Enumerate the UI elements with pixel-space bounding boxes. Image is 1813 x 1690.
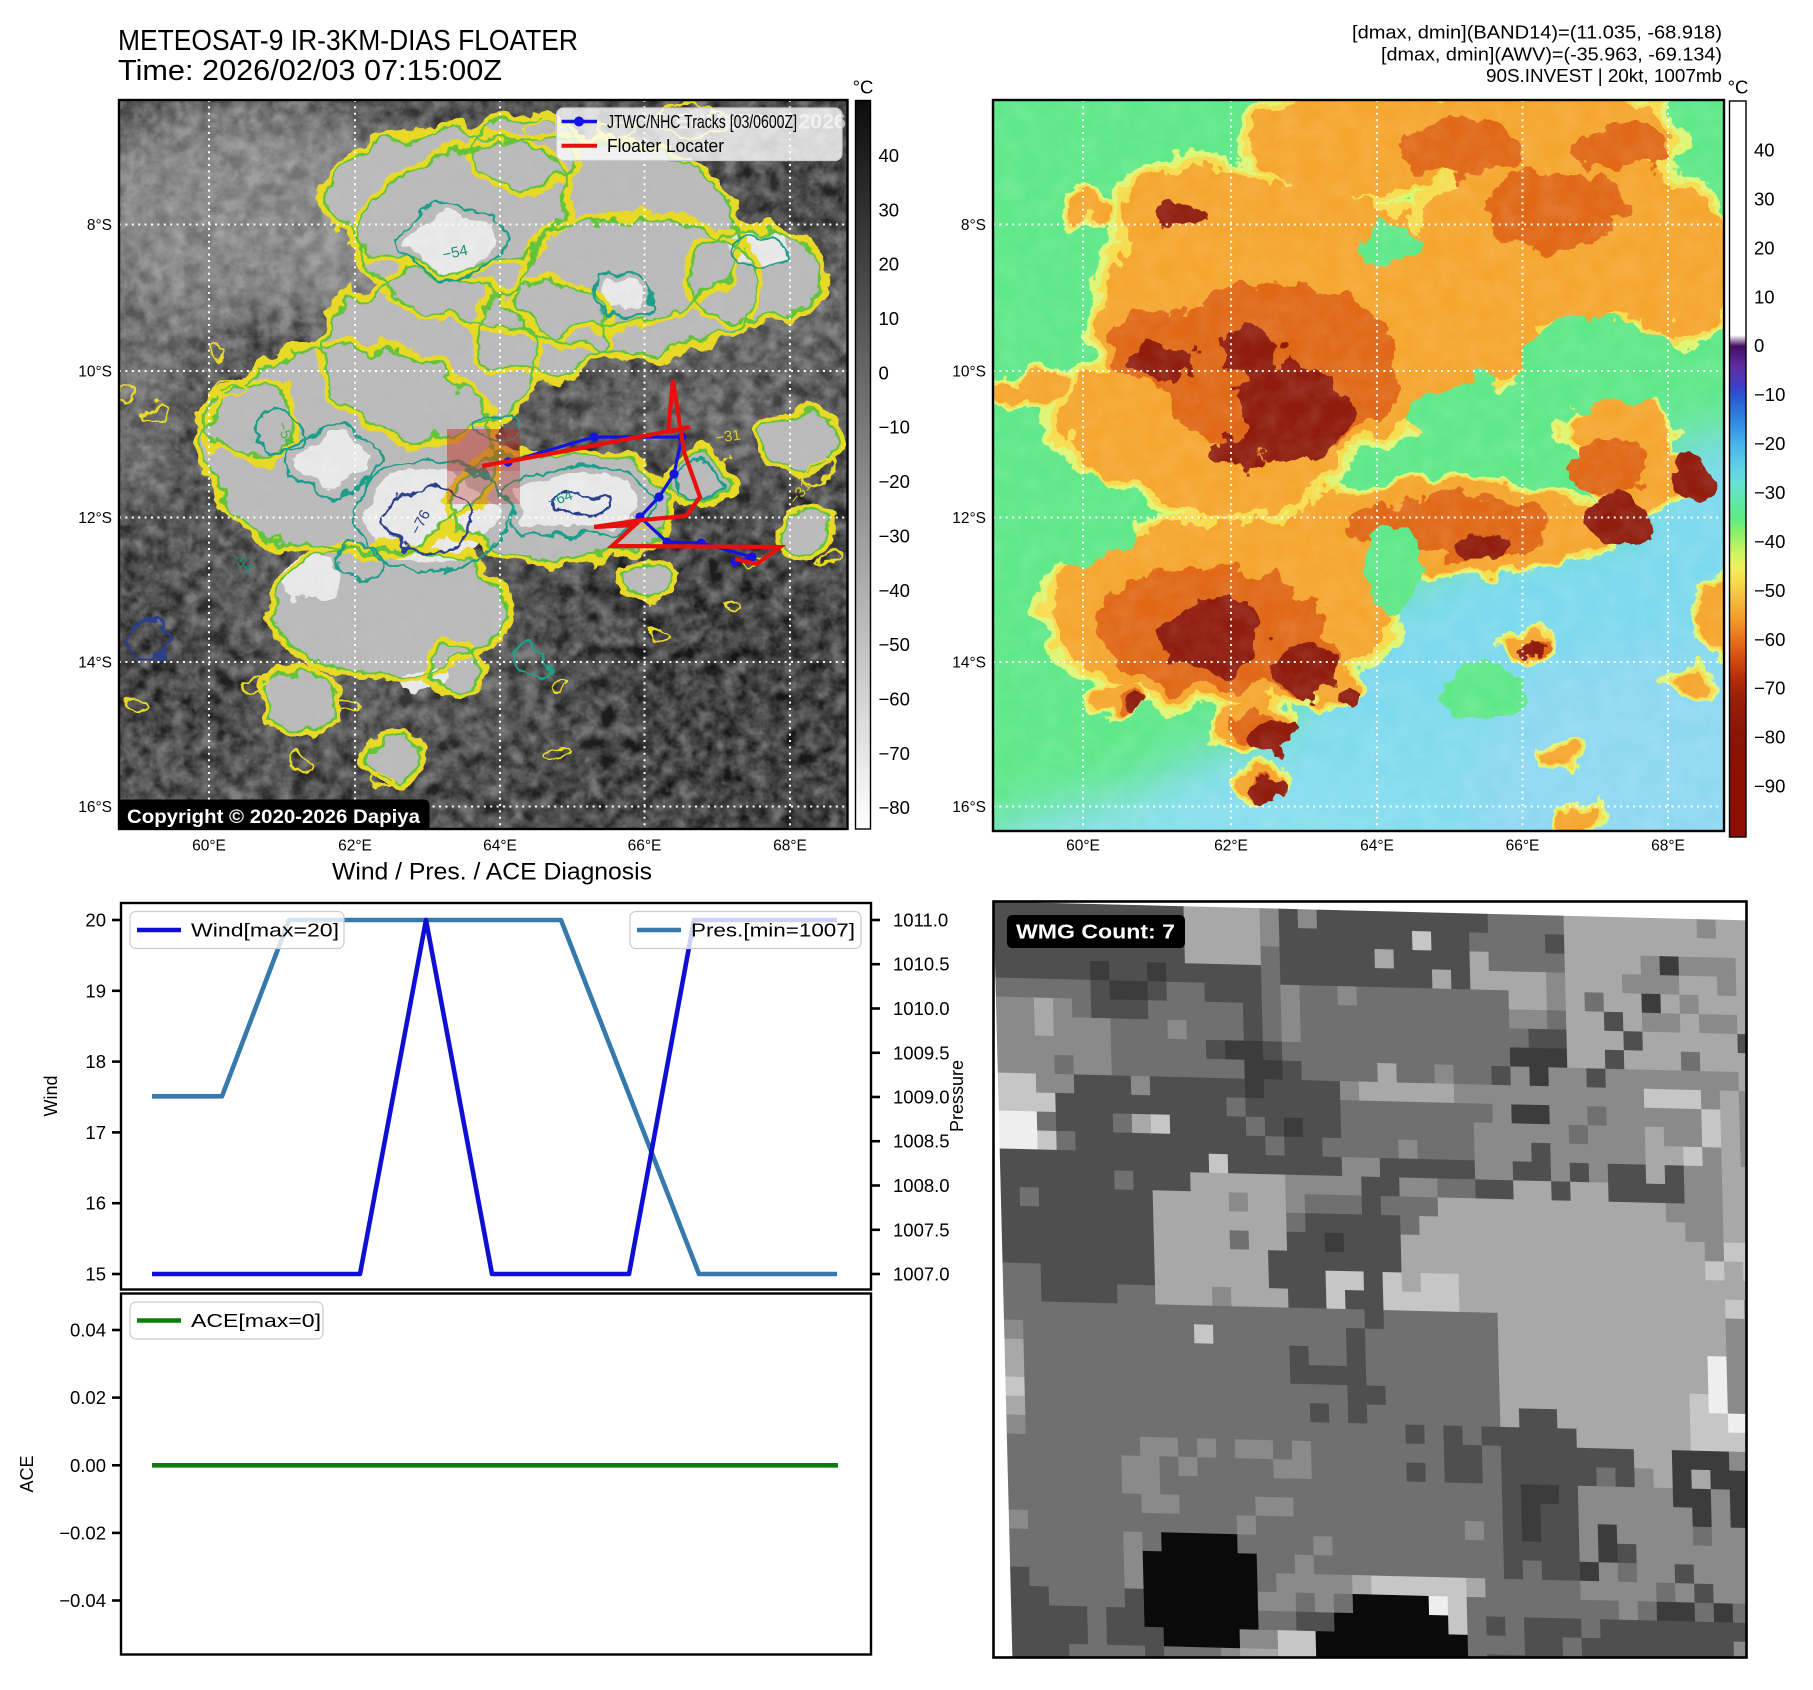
svg-text:−0.04: −0.04 (59, 1590, 106, 1611)
svg-text:Wind: Wind (41, 1075, 61, 1116)
svg-text:68°E: 68°E (1651, 837, 1685, 854)
svg-text:66°E: 66°E (1506, 837, 1540, 854)
svg-text:0.00: 0.00 (70, 1455, 106, 1476)
svg-text:Wind[max=20]: Wind[max=20] (191, 919, 339, 940)
svg-text:62°E: 62°E (1214, 837, 1248, 854)
svg-text:1010.0: 1010.0 (893, 998, 950, 1019)
svg-text:−31: −31 (714, 427, 742, 447)
svg-text:16°S: 16°S (952, 799, 986, 816)
svg-text:−50: −50 (1754, 580, 1785, 601)
svg-text:−20: −20 (1754, 433, 1785, 454)
svg-text:20: 20 (879, 254, 900, 275)
svg-text:METEOSAT-9 IR-3KM-DIAS FLOATER: METEOSAT-9 IR-3KM-DIAS FLOATER (118, 25, 578, 57)
svg-text:−20: −20 (879, 471, 910, 492)
svg-text:°C: °C (853, 76, 874, 97)
svg-text:15: 15 (85, 1263, 106, 1284)
svg-text:JTWC/NHC Tracks [03/0600Z]: JTWC/NHC Tracks [03/0600Z] (607, 111, 797, 132)
svg-text:−54: −54 (441, 242, 469, 264)
svg-text:18: 18 (85, 1051, 106, 1072)
svg-text:10°S: 10°S (78, 363, 112, 380)
svg-text:30: 30 (1754, 188, 1775, 209)
svg-text:66°E: 66°E (628, 837, 662, 854)
svg-text:16: 16 (85, 1193, 106, 1214)
svg-text:1010.5: 1010.5 (893, 954, 950, 975)
svg-text:1007.0: 1007.0 (893, 1263, 950, 1284)
svg-text:−80: −80 (879, 797, 910, 818)
svg-text:90S.INVEST | 20kt, 1007mb: 90S.INVEST | 20kt, 1007mb (1486, 65, 1722, 86)
svg-text:12°S: 12°S (952, 510, 986, 527)
svg-text:19: 19 (85, 980, 106, 1001)
svg-text:10: 10 (1754, 286, 1775, 307)
svg-text:Copyright © 2020-2026 Dapiya: Copyright © 2020-2026 Dapiya (127, 806, 420, 828)
svg-text:62°E: 62°E (338, 837, 372, 854)
svg-text:1008.0: 1008.0 (893, 1175, 950, 1196)
svg-text:WMG Count: 7: WMG Count: 7 (1016, 921, 1175, 944)
svg-text:8°S: 8°S (961, 217, 986, 234)
svg-text:17: 17 (85, 1122, 106, 1143)
svg-text:[dmax, dmin](BAND14)=(11.035,: [dmax, dmin](BAND14)=(11.035, -68.918) (1352, 21, 1722, 42)
svg-text:−0.02: −0.02 (59, 1522, 106, 1543)
svg-text:30: 30 (879, 199, 900, 220)
svg-text:0.04: 0.04 (70, 1319, 106, 1340)
svg-text:°C: °C (1728, 76, 1749, 97)
svg-text:10°S: 10°S (952, 363, 986, 380)
svg-text:12°S: 12°S (78, 510, 112, 527)
svg-text:16°S: 16°S (78, 799, 112, 816)
svg-text:[dmax, dmin](AWV)=(-35.963, -6: [dmax, dmin](AWV)=(-35.963, -69.134) (1381, 43, 1722, 64)
svg-text:−80: −80 (1754, 727, 1785, 748)
svg-text:ACE[max=0]: ACE[max=0] (191, 1310, 321, 1331)
svg-text:Time: 2026/02/03 07:15:00Z: Time: 2026/02/03 07:15:00Z (118, 55, 502, 87)
svg-text:68°E: 68°E (773, 837, 807, 854)
svg-text:0: 0 (879, 362, 889, 383)
svg-text:−40: −40 (1754, 531, 1785, 552)
svg-text:−90: −90 (1754, 776, 1785, 797)
svg-text:14°S: 14°S (78, 654, 112, 671)
svg-text:Pressure: Pressure (947, 1060, 967, 1132)
svg-text:1009.5: 1009.5 (893, 1042, 950, 1063)
svg-text:−10: −10 (1754, 384, 1785, 405)
svg-text:64°E: 64°E (483, 837, 517, 854)
svg-text:20: 20 (85, 909, 106, 930)
svg-text:1008.5: 1008.5 (893, 1131, 950, 1152)
svg-text:1007.5: 1007.5 (893, 1219, 950, 1240)
svg-text:−30: −30 (879, 525, 910, 546)
svg-text:40: 40 (879, 145, 900, 166)
svg-text:Floater Locater: Floater Locater (607, 135, 724, 156)
svg-text:Wind / Pres. / ACE Diagnosis: Wind / Pres. / ACE Diagnosis (332, 858, 652, 885)
svg-text:−10: −10 (879, 417, 910, 438)
svg-text:60°E: 60°E (1066, 837, 1100, 854)
svg-text:−30: −30 (1754, 482, 1785, 503)
svg-text:Pres.[min=1007]: Pres.[min=1007] (691, 919, 855, 940)
svg-text:−50: −50 (879, 634, 910, 655)
svg-text:−70: −70 (1754, 678, 1785, 699)
svg-text:−70: −70 (879, 743, 910, 764)
svg-text:0: 0 (1754, 335, 1764, 356)
svg-text:10: 10 (879, 308, 900, 329)
svg-text:8°S: 8°S (87, 217, 112, 234)
svg-text:0.02: 0.02 (70, 1387, 106, 1408)
svg-text:20: 20 (1754, 237, 1775, 258)
svg-text:64°E: 64°E (1360, 837, 1394, 854)
svg-text:−40: −40 (879, 580, 910, 601)
svg-text:−60: −60 (879, 688, 910, 709)
svg-text:−60: −60 (1754, 629, 1785, 650)
svg-text:14°S: 14°S (952, 654, 986, 671)
svg-text:1009.0: 1009.0 (893, 1086, 950, 1107)
svg-text:ACE: ACE (17, 1455, 37, 1492)
svg-text:1011.0: 1011.0 (893, 909, 948, 930)
svg-text:40: 40 (1754, 139, 1775, 160)
svg-text:60°E: 60°E (192, 837, 226, 854)
